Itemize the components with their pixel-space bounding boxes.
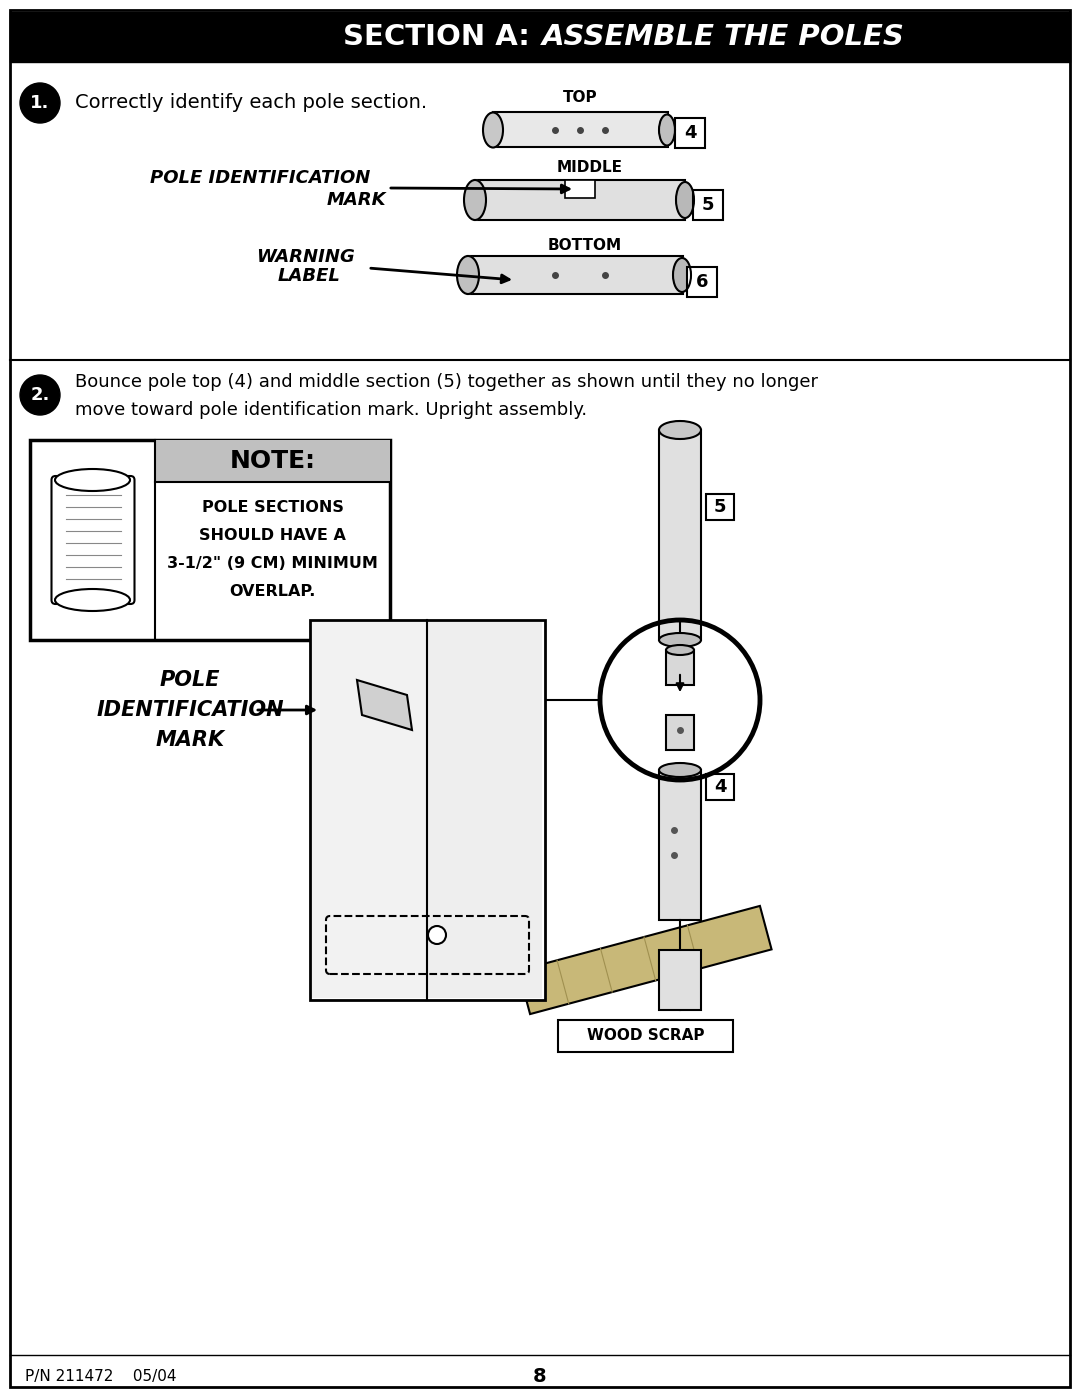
- Ellipse shape: [659, 115, 675, 145]
- Ellipse shape: [464, 180, 486, 219]
- FancyBboxPatch shape: [468, 256, 683, 293]
- Ellipse shape: [666, 645, 694, 655]
- Text: MARK: MARK: [327, 191, 387, 210]
- Bar: [693, 190, 723, 219]
- Text: 3-1/2" (9 CM) MINIMUM: 3-1/2" (9 CM) MINIMUM: [167, 556, 378, 570]
- Ellipse shape: [676, 182, 694, 218]
- Text: WOOD SCRAP: WOOD SCRAP: [586, 1028, 704, 1044]
- Ellipse shape: [659, 763, 701, 777]
- Text: SECTION A:: SECTION A:: [343, 22, 540, 52]
- Bar: [659, 770, 701, 921]
- Text: POLE: POLE: [160, 671, 220, 690]
- Bar: [706, 495, 734, 520]
- Ellipse shape: [673, 258, 691, 292]
- Text: TOP: TOP: [563, 91, 597, 106]
- Text: OVERLAP.: OVERLAP.: [229, 584, 315, 598]
- Text: SHOULD HAVE A: SHOULD HAVE A: [199, 528, 346, 542]
- Text: 4: 4: [684, 124, 697, 142]
- Ellipse shape: [659, 633, 701, 647]
- Bar: [310, 620, 545, 1000]
- Text: 8: 8: [534, 1366, 546, 1386]
- Bar: [706, 774, 734, 800]
- Circle shape: [428, 926, 446, 944]
- Bar: [666, 650, 694, 685]
- FancyBboxPatch shape: [52, 476, 135, 604]
- Text: LABEL: LABEL: [278, 267, 340, 285]
- Bar: [10, 13, 1070, 61]
- Text: NOTE:: NOTE:: [229, 448, 315, 474]
- Bar: [659, 950, 701, 1010]
- Ellipse shape: [457, 256, 480, 293]
- Text: Bounce pole top (4) and middle section (5) together as shown until they no longe: Bounce pole top (4) and middle section (…: [75, 373, 818, 391]
- Text: P/N 211472    05/04: P/N 211472 05/04: [25, 1369, 176, 1383]
- Text: move toward pole identification mark. Upright assembly.: move toward pole identification mark. Up…: [75, 401, 588, 419]
- Polygon shape: [518, 905, 771, 1014]
- Bar: [30, 440, 390, 640]
- FancyBboxPatch shape: [475, 180, 685, 219]
- Bar: [558, 1020, 733, 1052]
- Text: MARK: MARK: [156, 731, 225, 750]
- Ellipse shape: [55, 469, 130, 490]
- Ellipse shape: [55, 590, 130, 610]
- Circle shape: [21, 374, 60, 415]
- Text: 5: 5: [714, 497, 726, 515]
- Text: 5: 5: [702, 196, 714, 214]
- Text: Correctly identify each pole section.: Correctly identify each pole section.: [75, 94, 427, 113]
- Bar: [659, 430, 701, 640]
- Text: IDENTIFICATION: IDENTIFICATION: [96, 700, 284, 719]
- Text: BOTTOM: BOTTOM: [548, 237, 622, 253]
- FancyBboxPatch shape: [492, 112, 669, 147]
- Circle shape: [21, 82, 60, 123]
- Polygon shape: [357, 680, 411, 731]
- Bar: [156, 440, 390, 482]
- Bar: [675, 117, 705, 148]
- Bar: [565, 180, 595, 198]
- Bar: [687, 267, 717, 298]
- Text: POLE SECTIONS: POLE SECTIONS: [202, 500, 343, 514]
- Text: WARNING: WARNING: [256, 249, 355, 265]
- Text: MIDDLE: MIDDLE: [557, 161, 623, 176]
- Bar: [312, 622, 427, 997]
- Bar: [428, 622, 542, 997]
- Text: 2.: 2.: [30, 386, 50, 404]
- Bar: [666, 715, 694, 750]
- Text: POLE IDENTIFICATION: POLE IDENTIFICATION: [150, 169, 370, 187]
- Ellipse shape: [659, 420, 701, 439]
- Ellipse shape: [483, 113, 503, 148]
- Text: 4: 4: [714, 778, 726, 796]
- Text: ASSEMBLE THE POLES: ASSEMBLE THE POLES: [542, 22, 905, 52]
- Text: 1.: 1.: [30, 94, 50, 112]
- Text: 6: 6: [696, 272, 708, 291]
